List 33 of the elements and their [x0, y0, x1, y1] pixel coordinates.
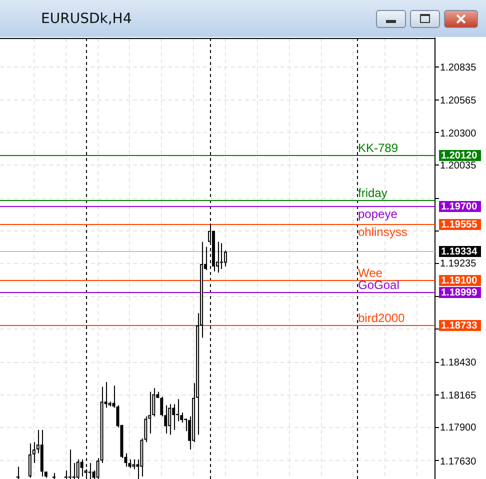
candlestick	[220, 242, 223, 270]
annotation: GoGoal	[358, 278, 400, 292]
y-tick-label: 1.20835	[440, 62, 477, 74]
y-tick-label: 1.18430	[440, 357, 477, 368]
annotation: KK-789	[358, 140, 398, 155]
annotation: Wee	[358, 266, 383, 280]
y-tick-label: 1.20035	[440, 160, 477, 172]
ref-line-label: 1.18999	[441, 287, 478, 298]
candlestick	[16, 466, 20, 479]
y-tick-label: 1.19235	[440, 258, 477, 270]
annotation: bird2000	[358, 310, 406, 325]
y-tick-label: 1.17900	[440, 422, 477, 434]
ref-line-label: 1.19100	[441, 275, 478, 286]
candlestick	[172, 404, 176, 430]
ref-line-label: 1.20120	[441, 150, 478, 162]
ref-line-label: 1.19334	[441, 246, 478, 258]
ref-line-label: 1.19700	[441, 201, 478, 212]
candlestick	[176, 398, 180, 422]
candlestick	[80, 458, 84, 478]
annotation: ohlinsyss	[358, 224, 408, 239]
y-tick-label: 1.20565	[440, 95, 477, 106]
annotation: popeye	[358, 206, 398, 221]
candlestick	[124, 452, 128, 468]
candlestick	[168, 404, 172, 436]
y-tick-label: 1.20300	[440, 128, 477, 140]
y-tick-label: 1.17630	[440, 456, 477, 468]
candlestick	[132, 458, 136, 470]
ref-line-label: 1.18733	[441, 320, 478, 332]
chart-title: EURUSDk,H4	[41, 10, 132, 26]
annotation: friday	[358, 186, 388, 200]
ref-line-label: 1.19555	[441, 219, 478, 230]
y-tick-label: 1.18165	[440, 390, 477, 402]
candlestick	[224, 250, 227, 267]
